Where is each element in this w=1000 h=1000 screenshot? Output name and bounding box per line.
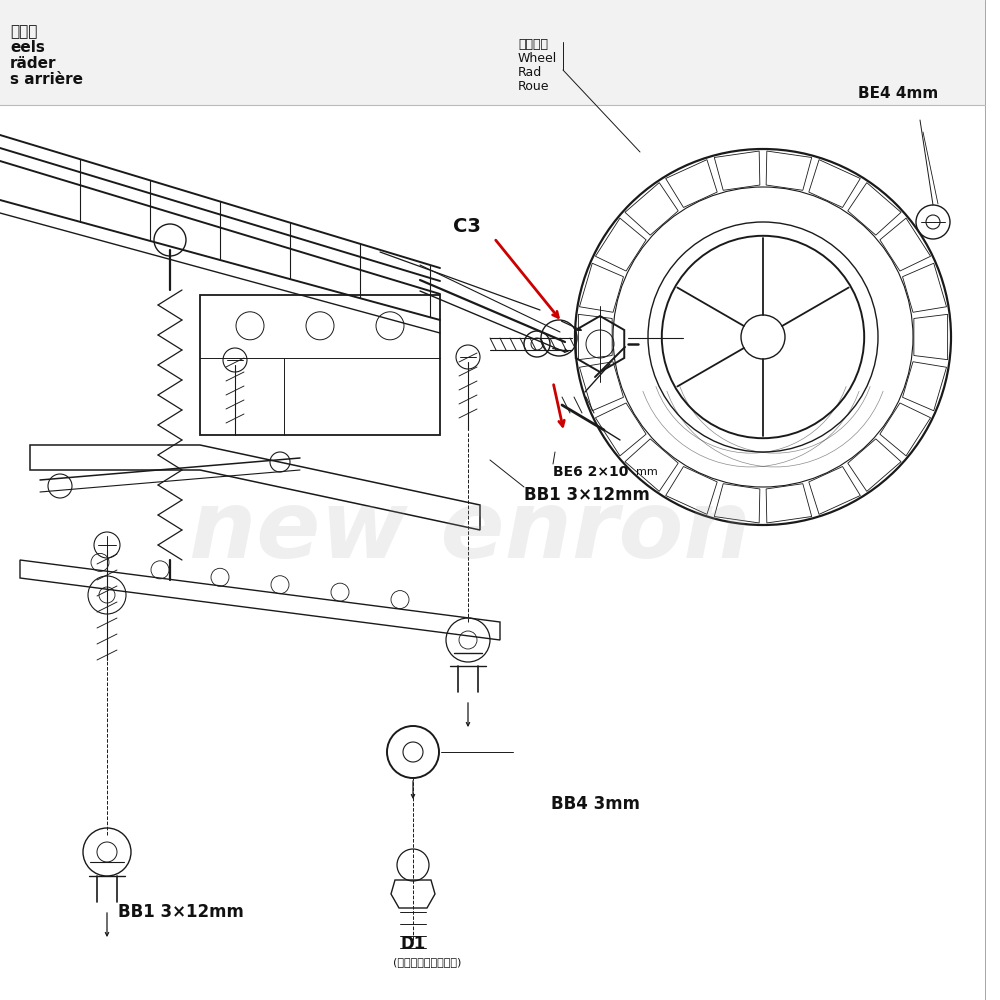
Text: mm: mm	[636, 467, 658, 477]
Bar	[200, 295, 440, 435]
Text: räder: räder	[10, 56, 56, 72]
Text: eels: eels	[10, 40, 45, 55]
Text: Rad: Rad	[518, 66, 542, 79]
Text: new enron: new enron	[189, 486, 751, 578]
Text: BE4 4mm: BE4 4mm	[858, 86, 938, 101]
Text: り付け: り付け	[10, 24, 37, 39]
Text: BB1 3×12mm: BB1 3×12mm	[524, 486, 650, 504]
Text: Roue: Roue	[518, 80, 550, 93]
Bar	[0, 0, 985, 105]
Text: ホイール: ホイール	[518, 37, 548, 50]
Text: BB1 3×12mm: BB1 3×12mm	[118, 903, 244, 921]
Text: C3: C3	[453, 218, 481, 236]
Text: s arrière: s arrière	[10, 73, 83, 88]
Text: (ボディマウント部品): (ボディマウント部品)	[393, 957, 461, 967]
Text: BE6 2×10: BE6 2×10	[553, 465, 628, 479]
Text: Wheel: Wheel	[518, 51, 557, 64]
Text: D1: D1	[400, 935, 425, 953]
Text: BB4 3mm: BB4 3mm	[551, 795, 640, 813]
